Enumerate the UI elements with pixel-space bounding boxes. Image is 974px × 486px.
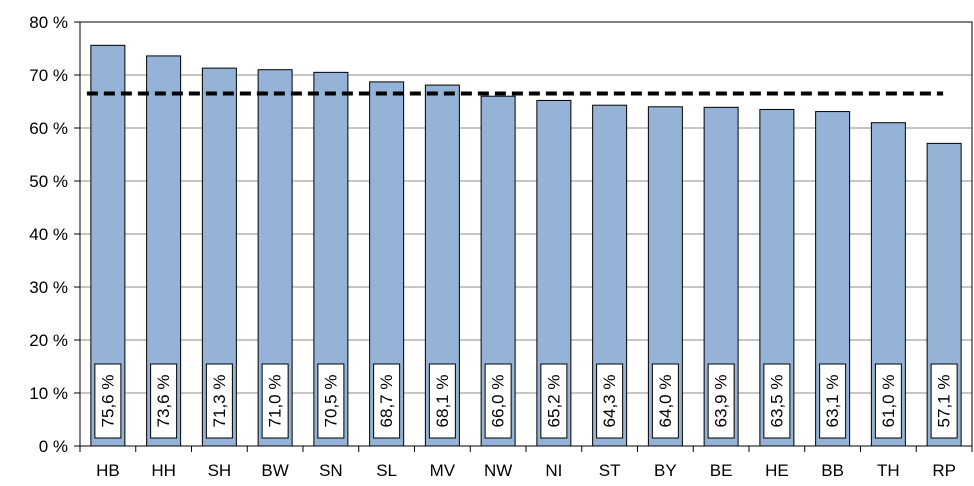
x-tick-label: BY	[654, 461, 677, 480]
data-label: 65,2 %	[544, 375, 563, 428]
x-tick-label: BB	[821, 461, 844, 480]
x-tick-label: HB	[96, 461, 120, 480]
x-tick-label: ST	[599, 461, 621, 480]
x-tick-label: NW	[484, 461, 512, 480]
data-label: 73,6 %	[154, 375, 173, 428]
y-tick-label: 70 %	[29, 66, 68, 85]
data-label-box	[484, 363, 512, 439]
x-tick-label: SN	[319, 461, 343, 480]
data-label-box	[707, 363, 735, 439]
data-label: 68,1 %	[433, 375, 452, 428]
data-label-box	[763, 363, 791, 439]
x-tick-label: HH	[151, 461, 176, 480]
data-label-box	[261, 363, 289, 439]
data-label: 63,5 %	[767, 375, 786, 428]
x-tick-label: TH	[877, 461, 900, 480]
x-tick-label: SL	[376, 461, 397, 480]
y-axis-ticks: 0 % 10 % 20 % 30 % 40 % 50 % 60 % 70 % 80 %	[29, 13, 80, 456]
data-label-box	[373, 363, 401, 439]
data-label: 70,5 %	[321, 375, 340, 428]
data-label: 64,0 %	[656, 375, 675, 428]
x-tick-label: NI	[545, 461, 562, 480]
data-label: 63,9 %	[712, 375, 731, 428]
data-label: 75,6 %	[98, 375, 117, 428]
data-label-box	[651, 363, 679, 439]
y-tick-label: 40 %	[29, 225, 68, 244]
data-labels: 75,6 % 73,6 % 71,3 % 71,0 % 70,5 % 68,7 % 68,1…	[94, 363, 958, 439]
x-tick-label: BW	[261, 461, 288, 480]
y-tick-label: 20 %	[29, 331, 68, 350]
x-tick-label: MV	[430, 461, 456, 480]
data-label: 66,0 %	[489, 375, 508, 428]
y-tick-label: 50 %	[29, 172, 68, 191]
data-label-box	[205, 363, 233, 439]
y-tick-label: 0 %	[39, 437, 68, 456]
x-tick-label: RP	[932, 461, 956, 480]
data-label-box	[150, 363, 178, 439]
plot-area-frame	[79, 21, 973, 447]
y-tick-label: 10 %	[29, 384, 68, 403]
data-label-box	[94, 363, 122, 439]
data-label-box	[930, 363, 958, 439]
x-axis-ticks: HB HH SH BW SN SL MV NW NI ST BY BE HE BB TH RP	[79, 446, 973, 480]
x-tick-label: BE	[710, 461, 733, 480]
data-label: 64,3 %	[600, 375, 619, 428]
y-tick-label: 80 %	[29, 13, 68, 32]
data-label: 68,7 %	[377, 375, 396, 428]
data-label-box	[428, 363, 456, 439]
data-label-box	[819, 363, 847, 439]
data-label-box	[540, 363, 568, 439]
y-tick-label: 60 %	[29, 119, 68, 138]
data-label: 61,0 %	[879, 375, 898, 428]
data-label-box	[874, 363, 902, 439]
data-label: 71,3 %	[210, 375, 229, 428]
x-tick-label: SH	[208, 461, 232, 480]
data-label-box	[596, 363, 624, 439]
x-tick-label: HE	[765, 461, 789, 480]
y-tick-label: 30 %	[29, 278, 68, 297]
data-label: 63,1 %	[823, 375, 842, 428]
data-label: 57,1 %	[935, 375, 954, 428]
data-label-box	[317, 363, 345, 439]
data-label: 71,0 %	[266, 375, 285, 428]
